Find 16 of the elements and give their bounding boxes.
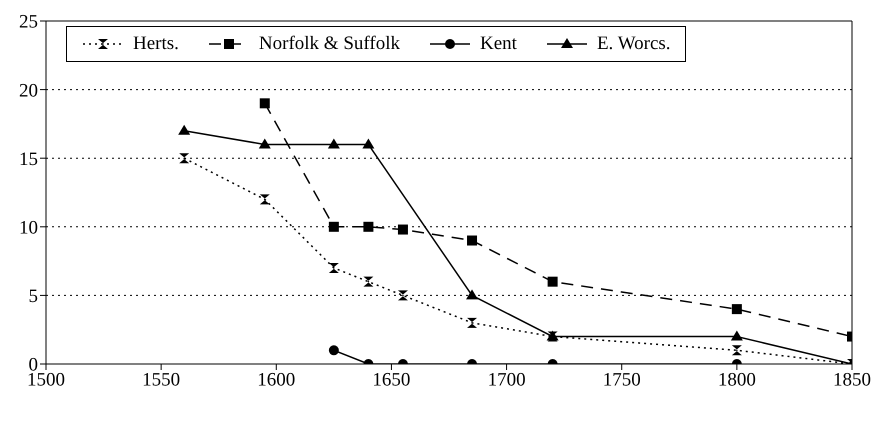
y-tick-label: 5	[28, 286, 38, 308]
x-tick-label: 1750	[602, 369, 641, 390]
y-tick-label: 25	[19, 12, 38, 33]
x-tick-label: 1650	[372, 369, 410, 390]
x-tick-label: 1800	[718, 369, 756, 390]
legend-label: E. Worcs.	[596, 33, 671, 55]
y-tick-label: 10	[19, 218, 38, 239]
legend-label: Herts.	[133, 33, 179, 55]
legend-label: Norfolk & Suffolk	[258, 33, 400, 55]
x-tick-label: 1700	[488, 369, 526, 390]
x-tick-label: 1850	[833, 369, 871, 390]
x-tick-label: 1600	[257, 369, 296, 390]
legend-label: Kent	[480, 33, 517, 55]
x-tick-label: 1550	[142, 369, 180, 390]
y-tick-label: 15	[19, 148, 38, 170]
y-tick-label: 20	[19, 80, 38, 102]
